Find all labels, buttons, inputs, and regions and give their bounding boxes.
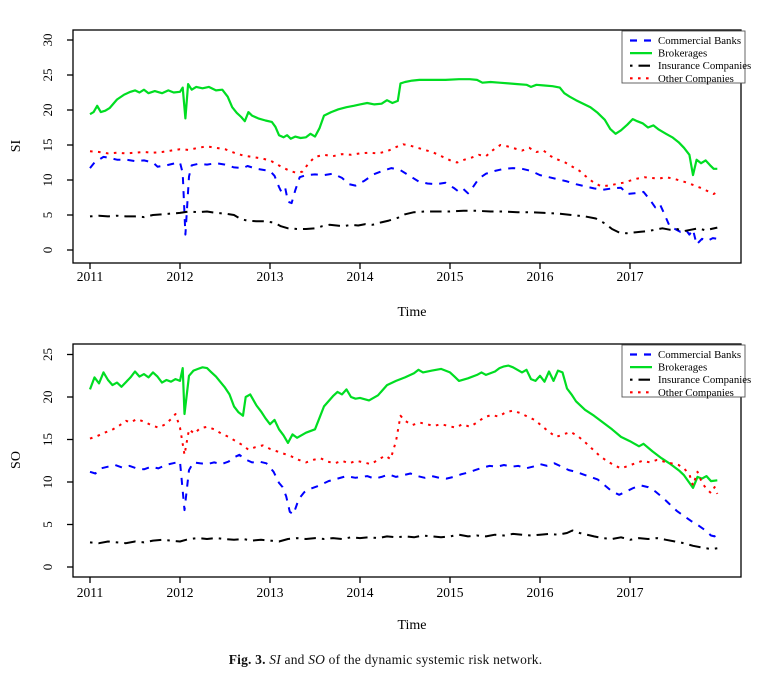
so-y-axis-label: SO [9, 451, 24, 469]
so-series-brokerages [88, 364, 718, 489]
so-y-tick-label: 25 [40, 348, 55, 361]
si-legend-label-brokerages: Brokerages [658, 48, 707, 60]
si-x-tick-label: 2017 [617, 269, 644, 284]
so-x-tick-label: 2015 [437, 585, 464, 600]
so-plot-box [72, 343, 742, 578]
so-x-tick-label: 2017 [617, 585, 644, 600]
si-y-tick-label: 15 [40, 139, 55, 152]
so-x-tick-label: 2012 [167, 585, 194, 600]
so-series-insurance [89, 529, 718, 551]
caption-si: SI [269, 652, 281, 667]
si-x-tick-label: 2015 [437, 269, 464, 284]
so-legend-box [621, 344, 746, 398]
so-x-tick-label: 2013 [257, 585, 284, 600]
si-y-tick-label: 10 [40, 174, 55, 187]
so-y-tick-label: 20 [40, 391, 55, 404]
si-y-tick-label: 30 [40, 34, 55, 47]
si-y-tick-label: 5 [40, 212, 55, 219]
so-y-tick-label: 15 [40, 433, 55, 446]
so-x-axis-label: Time [397, 618, 426, 633]
so-y-tick-label: 10 [40, 476, 55, 489]
so-legend-label-commercial_banks: Commercial Banks [658, 349, 741, 361]
si-y-tick-label: 0 [40, 247, 55, 254]
so-x-tick-label: 2014 [347, 585, 374, 600]
si-legend-box [621, 30, 746, 84]
si-legend-label-insurance: Insurance Companies [658, 60, 751, 72]
so-legend-label-brokerages: Brokerages [658, 362, 707, 374]
si-plot-box [72, 29, 742, 264]
si-series-other [89, 143, 718, 195]
so-series-commercial_banks [89, 453, 719, 538]
si-y-axis-label: SI [9, 139, 24, 152]
so-legend-label-other: Other Companies [658, 387, 734, 399]
so-y-tick-label: 5 [40, 521, 55, 528]
si-x-tick-label: 2011 [77, 269, 104, 284]
caption-fig-label: Fig. 3. [228, 652, 266, 667]
si-legend-label-commercial_banks: Commercial Banks [658, 35, 741, 47]
si-y-tick-label: 25 [40, 69, 55, 82]
si-x-tick-label: 2016 [527, 269, 554, 284]
si-x-tick-label: 2014 [347, 269, 374, 284]
so-y-tick-label: 0 [40, 564, 55, 571]
caption-and: and [280, 652, 309, 667]
caption-rest: of the dynamic systemic risk network. [325, 652, 543, 667]
si-x-tick-label: 2012 [167, 269, 194, 284]
so-x-tick-label: 2011 [77, 585, 104, 600]
figure-caption: Fig. 3. SI and SO of the dynamic systemi… [0, 652, 771, 668]
so-series-other [89, 409, 719, 495]
si-legend-label-other: Other Companies [658, 73, 734, 85]
si-series-brokerages [89, 78, 718, 177]
si-series-commercial_banks [89, 155, 718, 246]
si-series-insurance [89, 209, 718, 235]
caption-so: SO [308, 652, 326, 667]
si-y-tick-label: 20 [40, 104, 55, 117]
so-x-tick-label: 2016 [527, 585, 554, 600]
so-legend-label-insurance: Insurance Companies [658, 374, 751, 386]
si-x-tick-label: 2013 [257, 269, 284, 284]
si-x-axis-label: Time [397, 305, 426, 320]
